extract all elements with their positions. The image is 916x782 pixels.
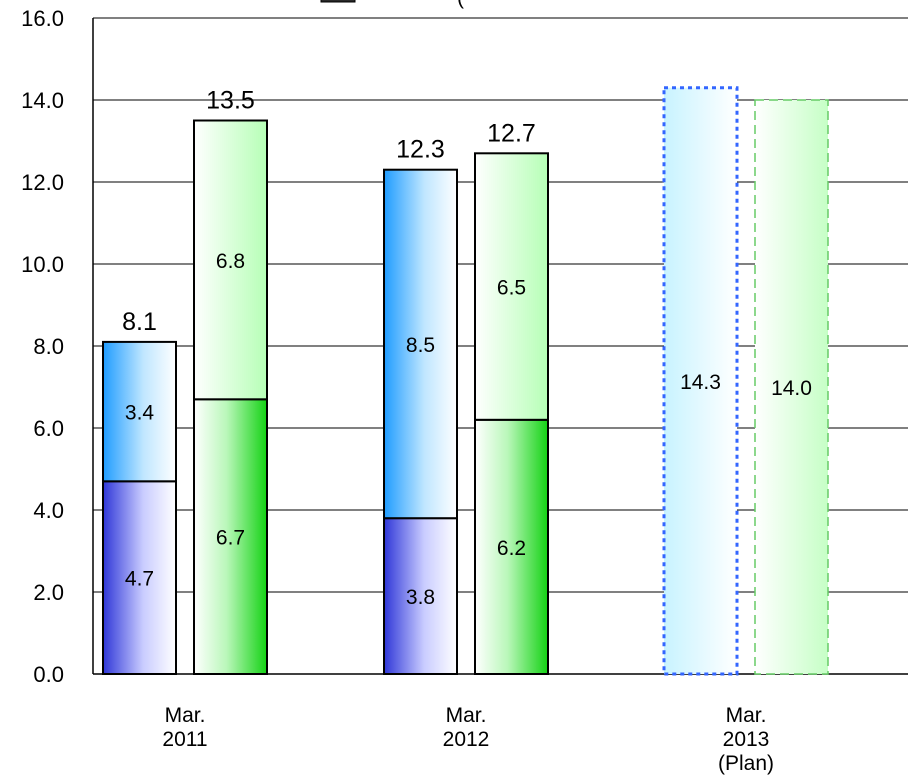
bar-total-label: 8.1 [122,308,157,336]
x-axis-categories: Mar. 2011 Mar. 2012 Mar. 2013 (Plan) [162,704,774,775]
legend-swatch [320,0,356,3]
green-bar-segment [474,418,549,675]
bar-total-label: 12.3 [396,136,445,164]
segment-value-label: 14.0 [771,377,812,400]
y-axis-ticks: 0.0 2.0 4.0 6.0 8.0 10.0 12.0 14.0 16.0 [21,6,64,687]
x-category-label: Mar. 2013 (Plan) [718,704,774,775]
legend-text: ( [457,0,464,9]
green-bar-segment [754,99,829,675]
x-category-label: Mar. 2012 [443,704,490,751]
segment-value-label: 6.2 [497,537,526,560]
y-tick-label: 6.0 [33,416,64,441]
green-bar-segment [474,152,549,421]
segment-value-label: 6.8 [216,250,245,273]
segment-value-label: 3.4 [125,402,155,425]
green-bar-segment [193,119,268,401]
bar-total-label: 12.7 [487,119,536,147]
legend: ( [320,0,464,9]
segment-value-label: 14.3 [680,371,721,394]
blue-bar-segment [662,86,739,676]
y-tick-label: 12.0 [21,170,64,195]
segment-value-label: 3.8 [406,586,435,609]
blue-bar-segment [383,168,458,520]
segment-value-label: 6.5 [497,277,526,300]
blue-bar-segment [383,517,458,676]
data-labels: 4.7 3.4 8.1 6.7 6.8 13.5 3.8 8.5 12.3 6.2 6.5 12.7 1… [122,87,812,610]
blue-bar-segment [102,340,177,483]
segment-value-label: 4.7 [125,568,154,591]
y-tick-label: 10.0 [21,252,64,277]
green-bar-segment [193,398,268,675]
x-category-label: Mar. 2011 [162,704,207,751]
y-tick-label: 14.0 [21,88,64,113]
y-tick-label: 4.0 [33,498,64,523]
y-tick-label: 16.0 [21,6,64,31]
bar-total-label: 13.5 [206,87,255,115]
y-tick-label: 8.0 [33,334,64,359]
y-tick-label: 2.0 [33,580,64,605]
segment-value-label: 8.5 [406,334,435,357]
bars [102,86,829,676]
y-tick-label: 0.0 [33,662,64,687]
segment-value-label: 6.7 [216,527,245,550]
